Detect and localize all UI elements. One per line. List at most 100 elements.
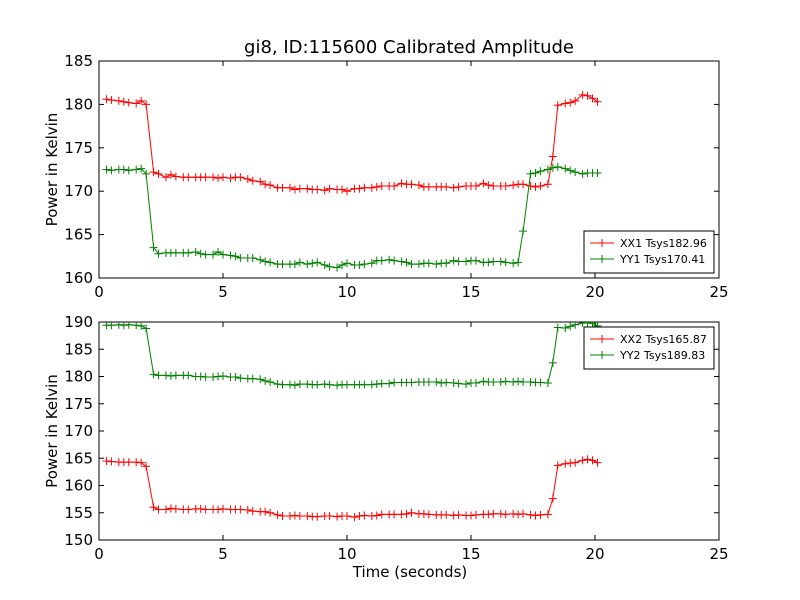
data-point (360, 380, 369, 389)
y-tick-label: 170 (64, 422, 93, 440)
data-point (209, 173, 218, 182)
data-point (325, 184, 334, 193)
y-tick-label: 160 (64, 269, 93, 287)
data-point (454, 510, 463, 519)
data-point (248, 507, 257, 516)
data-point (442, 378, 451, 387)
data-point (171, 248, 180, 257)
data-point (471, 379, 480, 388)
data-point (171, 504, 180, 513)
data-point (437, 379, 446, 388)
data-point (501, 258, 510, 267)
y-tick-label: 190 (64, 313, 93, 331)
data-point (273, 380, 282, 389)
data-point (343, 380, 351, 389)
data-point (543, 165, 552, 174)
data-point (236, 374, 245, 383)
data-point (467, 511, 475, 520)
data-point (454, 257, 463, 266)
y-tick-label: 180 (64, 368, 93, 386)
data-point (132, 322, 141, 330)
top-panel: 0 5 10 15 20 25 160 165 170 175 180 185 Power in Kel… (43, 52, 729, 301)
data-point (219, 371, 227, 380)
data-point (509, 509, 518, 518)
y-tick-label: 175 (64, 139, 93, 157)
data-point (171, 172, 180, 181)
legend-frame (583, 230, 715, 274)
data-point (377, 510, 386, 519)
data-point (360, 183, 369, 192)
data-point (407, 260, 416, 269)
data-point (526, 510, 535, 519)
y-tick-label: 175 (64, 395, 93, 413)
data-point (350, 513, 359, 522)
data-point (303, 260, 312, 269)
data-point (561, 164, 570, 173)
data-point (407, 508, 416, 517)
data-point (432, 260, 441, 269)
data-point (137, 458, 146, 467)
data-point (496, 509, 505, 518)
plot-area (102, 322, 602, 522)
data-point (571, 96, 580, 105)
data-point (166, 504, 175, 513)
data-point (154, 249, 163, 258)
data-point (571, 322, 580, 329)
y-tick-label: 170 (64, 182, 93, 200)
legend: XX1 Tsys182.96 YY1 Tsys170.41 (583, 230, 715, 274)
data-point (243, 175, 252, 184)
data-point (226, 251, 235, 260)
data-point (154, 505, 163, 514)
data-point (261, 257, 270, 266)
data-point (588, 322, 597, 328)
data-point (372, 511, 381, 520)
data-point (424, 377, 433, 386)
data-point (273, 510, 282, 519)
data-point (184, 505, 193, 514)
data-point (285, 183, 294, 192)
x-tick-label: 25 (709, 545, 728, 563)
data-point (149, 168, 158, 177)
data-point (377, 379, 386, 388)
data-point (583, 91, 592, 100)
data-point (201, 505, 210, 514)
data-point (519, 509, 528, 518)
y-axis-label: Power in Kelvin (43, 374, 61, 488)
data-point (432, 377, 441, 386)
data-point (578, 456, 587, 465)
data-point (137, 164, 146, 173)
data-point (496, 257, 505, 266)
data-point (102, 165, 111, 174)
data-point (449, 183, 458, 192)
data-point (226, 174, 235, 183)
data-point (278, 260, 287, 269)
data-point (149, 243, 158, 252)
data-point (196, 504, 205, 513)
data-point (285, 380, 294, 389)
data-point (266, 377, 275, 386)
data-point (320, 380, 329, 389)
data-point (578, 90, 587, 99)
data-point (372, 182, 381, 191)
data-point (196, 372, 205, 381)
legend-label: YY2 Tsys189.83 (619, 349, 705, 362)
data-point (548, 494, 557, 503)
x-tick-label: 15 (461, 545, 480, 563)
data-point (531, 168, 540, 177)
data-point (583, 322, 592, 327)
data-point (519, 180, 528, 189)
data-point (214, 372, 223, 381)
data-point (419, 509, 428, 518)
data-point (313, 258, 322, 267)
data-point (161, 505, 170, 514)
data-point (209, 250, 218, 259)
data-point (142, 462, 151, 471)
data-point (471, 510, 480, 519)
y-tick-label: 185 (64, 52, 93, 70)
data-point (119, 165, 128, 174)
data-point (509, 181, 518, 190)
data-point (308, 259, 317, 268)
data-point (142, 100, 151, 109)
data-point (385, 379, 394, 388)
data-point (142, 169, 151, 178)
